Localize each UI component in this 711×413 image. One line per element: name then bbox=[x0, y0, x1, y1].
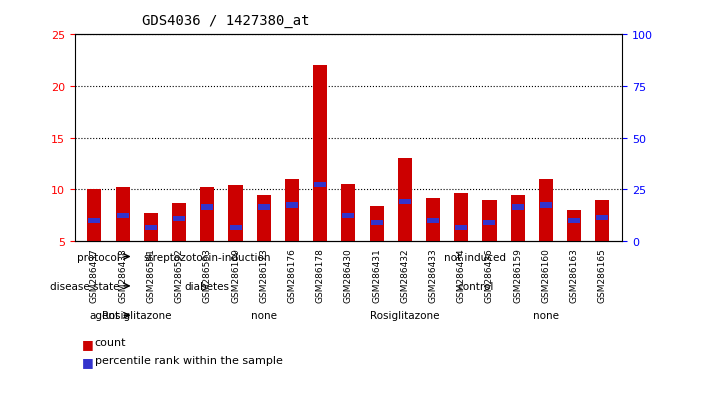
Bar bbox=[483, 200, 496, 242]
Bar bbox=[454, 193, 469, 242]
Bar bbox=[568, 218, 580, 223]
Text: count: count bbox=[95, 337, 126, 347]
Bar bbox=[172, 204, 186, 242]
Text: not induced: not induced bbox=[444, 252, 506, 262]
Text: diabetes: diabetes bbox=[185, 281, 230, 291]
Text: GDS4036 / 1427380_at: GDS4036 / 1427380_at bbox=[142, 14, 310, 28]
Bar bbox=[343, 213, 354, 218]
Bar bbox=[483, 221, 496, 225]
Text: control: control bbox=[457, 281, 493, 291]
Text: streptozotocin-induction: streptozotocin-induction bbox=[144, 252, 271, 262]
Bar bbox=[144, 214, 158, 242]
Bar bbox=[201, 188, 214, 242]
Bar bbox=[455, 225, 467, 231]
Bar bbox=[567, 211, 581, 242]
Bar bbox=[399, 200, 411, 205]
Text: Rosiglitazone: Rosiglitazone bbox=[370, 311, 439, 320]
Bar bbox=[145, 225, 157, 231]
Bar bbox=[397, 159, 412, 242]
Bar bbox=[597, 215, 609, 221]
Bar bbox=[228, 186, 242, 242]
Bar bbox=[510, 195, 525, 242]
Text: none: none bbox=[533, 311, 559, 320]
Text: none: none bbox=[251, 311, 277, 320]
Bar bbox=[313, 66, 327, 242]
Bar bbox=[116, 188, 129, 242]
Bar bbox=[87, 190, 102, 242]
Text: percentile rank within the sample: percentile rank within the sample bbox=[95, 356, 282, 366]
Bar bbox=[285, 180, 299, 242]
Bar bbox=[201, 205, 213, 210]
Bar bbox=[427, 218, 439, 223]
Bar bbox=[257, 195, 271, 242]
Text: protocol: protocol bbox=[77, 252, 119, 262]
Bar bbox=[88, 218, 100, 223]
Bar bbox=[595, 200, 609, 242]
Bar bbox=[426, 198, 440, 242]
Bar bbox=[370, 206, 384, 242]
Text: Rosiglitazone: Rosiglitazone bbox=[102, 311, 171, 320]
Bar bbox=[539, 180, 553, 242]
Bar bbox=[173, 216, 185, 221]
Bar bbox=[314, 182, 326, 188]
Bar bbox=[286, 203, 298, 208]
Text: agent: agent bbox=[90, 311, 119, 320]
Bar bbox=[257, 205, 269, 210]
Bar bbox=[341, 185, 356, 242]
Bar bbox=[512, 205, 524, 210]
Bar bbox=[540, 203, 552, 208]
Text: disease state: disease state bbox=[50, 281, 119, 291]
Bar bbox=[370, 221, 383, 225]
Text: ■: ■ bbox=[82, 337, 94, 350]
Bar bbox=[230, 225, 242, 231]
Text: ■: ■ bbox=[82, 356, 94, 368]
Bar bbox=[117, 213, 129, 218]
